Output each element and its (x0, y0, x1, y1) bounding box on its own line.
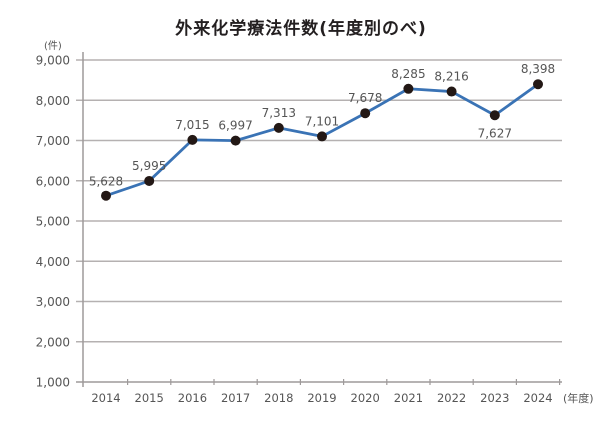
data-point-marker (489, 110, 500, 121)
data-label: 8,216 (434, 70, 468, 84)
y-tick-label: 7,000 (36, 134, 70, 148)
data-label: 7,627 (478, 126, 512, 140)
y-tick-label: 3,000 (36, 295, 70, 309)
data-label: 7,678 (348, 91, 382, 105)
x-tick-label: 2019 (307, 391, 336, 405)
y-axis-unit-label: (件) (44, 41, 62, 52)
data-label: 5,628 (89, 175, 123, 189)
chart-title: 外来化学療法件数(年度別のべ) (175, 19, 427, 39)
y-tick-label: 8,000 (36, 94, 70, 108)
data-point-marker (101, 190, 111, 201)
y-tick-label: 4,000 (36, 255, 70, 269)
data-label: 7,101 (305, 114, 339, 128)
y-tick-label: 1,000 (36, 376, 70, 390)
x-tick-label: 2024 (523, 391, 552, 405)
y-tick-label: 6,000 (36, 174, 70, 188)
data-point-marker (144, 175, 155, 186)
data-label: 8,398 (521, 62, 555, 76)
data-point-marker (403, 83, 414, 94)
data-label: 6,997 (218, 119, 252, 133)
x-tick-label: 2021 (394, 391, 423, 405)
y-tick-label: 5,000 (36, 215, 70, 229)
y-tick-label: 9,000 (36, 54, 70, 68)
data-point-marker (187, 134, 198, 145)
data-point-marker (360, 108, 371, 119)
data-label: 5,995 (132, 159, 166, 173)
x-tick-label: 2017 (221, 391, 250, 405)
data-label: 8,285 (391, 67, 425, 81)
data-point-marker (230, 135, 241, 146)
data-label: 7,313 (262, 106, 296, 120)
x-tick-label: 2016 (178, 391, 207, 405)
x-tick-label: 2014 (91, 391, 120, 405)
x-tick-label: 2020 (351, 391, 380, 405)
data-point-marker (317, 131, 327, 142)
data-label: 7,015 (175, 118, 209, 132)
x-tick-label: 2015 (135, 391, 164, 405)
data-point-marker (533, 79, 543, 90)
x-tick-label: 2018 (264, 391, 293, 405)
x-tick-label: 2022 (437, 391, 466, 405)
data-point-marker (446, 86, 457, 97)
y-tick-label: 2,000 (36, 335, 70, 349)
data-point-marker (273, 122, 284, 133)
x-tick-label: 2023 (480, 391, 509, 405)
x-axis-unit-label: (年度) (563, 392, 594, 405)
